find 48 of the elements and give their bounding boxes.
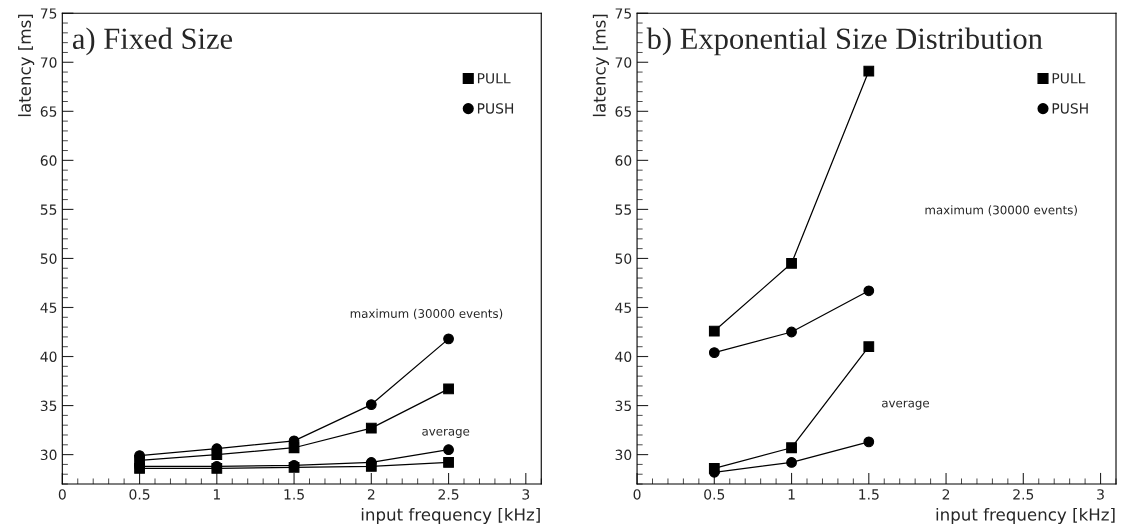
annotation: maximum (30000 events)	[350, 308, 503, 320]
y-tick-label: 60	[615, 155, 632, 166]
x-tick-label: 2	[942, 489, 950, 500]
y-tick-label: 40	[40, 351, 57, 362]
x-tick-label: 0.5	[704, 489, 725, 500]
x-tick-label: 1.5	[859, 489, 879, 500]
y-tick-label: 50	[615, 253, 632, 264]
x-tick-label: 0	[633, 489, 641, 500]
y-tick-label: 50	[40, 253, 57, 264]
y-tick-label: 70	[615, 57, 632, 68]
y-tick-label: 65	[615, 106, 631, 117]
x-tick-label: 2.5	[1013, 489, 1034, 500]
x-axis-title: input frequency [kHz]	[361, 507, 540, 525]
x-tick-label: 1	[213, 489, 220, 500]
y-tick-label: 45	[40, 302, 57, 313]
x-tick-label: 1.5	[284, 489, 304, 500]
y-tick-label: 75	[40, 8, 57, 19]
legend-label: PULL	[1052, 73, 1086, 84]
x-tick-label: 2.5	[438, 489, 459, 500]
x-axis-title: input frequency [kHz]	[936, 507, 1115, 525]
annotation: maximum (30000 events)	[925, 205, 1077, 216]
x-tick-label: 0.5	[129, 489, 150, 500]
y-tick-label: 55	[40, 204, 57, 215]
legend-label: PULL	[477, 73, 511, 84]
y-axis-title: latency [ms]	[18, 14, 35, 117]
y-tick-label: 35	[40, 400, 57, 412]
x-tick-label: 0	[58, 489, 66, 500]
x-tick-label: 3	[1097, 489, 1104, 500]
legend-label: PUSH	[1052, 103, 1088, 114]
legend-label: PUSH	[477, 103, 514, 114]
x-tick-label: 1	[788, 489, 795, 500]
y-tick-label: 60	[40, 155, 57, 166]
y-axis-title: latency [ms]	[592, 14, 609, 117]
y-tick-label: 30	[615, 449, 632, 461]
annotation: average	[422, 428, 470, 438]
y-tick-label: 55	[615, 204, 631, 215]
x-tick-label: 2	[367, 489, 375, 500]
annotation: average	[882, 400, 930, 410]
y-tick-label: 40	[615, 351, 632, 362]
y-tick-label: 30	[40, 449, 57, 461]
x-tick-label: 3	[522, 489, 530, 500]
chart-title: b) Exponential Size Distribution	[646, 27, 1043, 56]
y-tick-label: 70	[40, 57, 57, 68]
y-tick-label: 35	[615, 400, 631, 412]
y-tick-label: 45	[615, 302, 631, 313]
chart-title: a) Fixed Size	[72, 27, 233, 56]
y-tick-label: 75	[615, 8, 631, 19]
y-tick-label: 65	[40, 106, 57, 117]
